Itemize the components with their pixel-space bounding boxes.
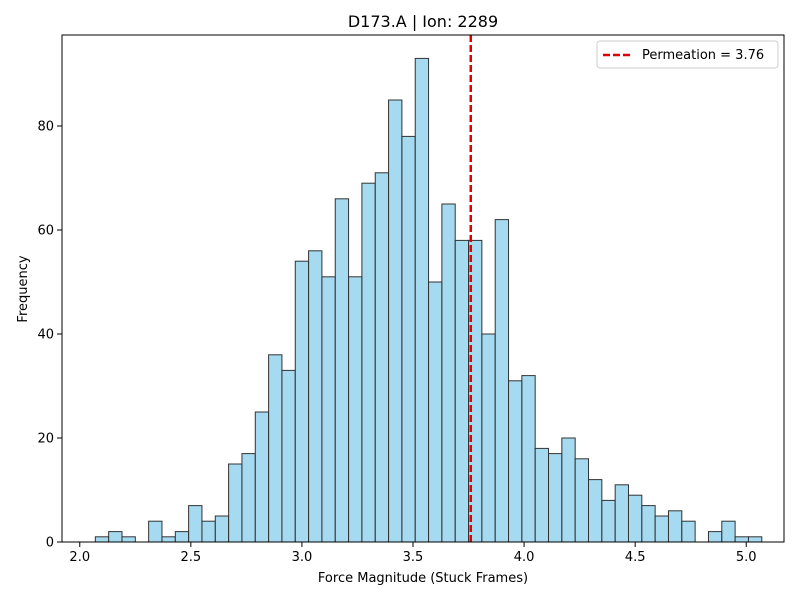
y-axis-ticks: 0 20 40 60 80 <box>37 120 62 551</box>
x-tick-label: 3.0 <box>292 550 313 565</box>
histogram-bar <box>348 276 363 543</box>
x-tick-label: 4.0 <box>514 550 535 565</box>
histogram-bar <box>747 536 763 543</box>
histogram-bar <box>494 219 510 543</box>
histogram-bar <box>734 536 749 543</box>
y-tick-label: 80 <box>37 120 54 135</box>
histogram-bar <box>388 99 403 543</box>
histogram-bar <box>627 494 643 543</box>
y-tick-label: 60 <box>37 224 54 239</box>
legend: Permeation = 3.76 <box>596 40 779 69</box>
histogram-bar <box>321 276 336 543</box>
histogram-bar <box>148 520 163 543</box>
histogram-bar <box>601 499 616 543</box>
x-axis-ticks: 2.0 2.5 3.0 3.5 4.0 4.5 5.0 <box>69 542 757 565</box>
histogram-bar <box>121 536 136 543</box>
histogram-bar <box>334 198 350 543</box>
histogram-bar <box>534 447 550 543</box>
histogram-bar <box>254 411 270 543</box>
histogram-bar <box>108 531 123 543</box>
histogram-bar <box>707 531 723 543</box>
histogram-bar <box>374 172 390 543</box>
histogram-bar <box>228 463 243 543</box>
histogram-bars <box>94 57 763 543</box>
histogram-bar <box>428 281 443 543</box>
histogram-bar <box>614 484 629 543</box>
histogram-bar <box>401 135 416 543</box>
histogram-bar <box>681 520 696 543</box>
histogram-bar <box>721 520 736 543</box>
histogram-bar <box>214 515 230 543</box>
y-tick-label: 20 <box>37 432 54 447</box>
histogram-bar <box>588 479 603 543</box>
histogram-bar <box>174 531 190 543</box>
histogram-bar <box>361 182 376 543</box>
histogram-bar <box>654 515 669 543</box>
legend-box <box>596 40 779 69</box>
histogram-bar <box>294 260 310 543</box>
histogram-bar <box>561 437 576 543</box>
histogram-bar <box>521 375 536 543</box>
histogram-bar <box>188 505 203 543</box>
histogram-bar <box>268 354 283 543</box>
x-tick-label: 4.5 <box>625 550 646 565</box>
histogram-bar <box>574 458 590 543</box>
plot-frame <box>61 34 785 543</box>
x-tick-label: 5.0 <box>736 550 757 565</box>
histogram-bar <box>667 510 683 543</box>
legend-label: Permeation = 3.76 <box>642 48 764 63</box>
histogram-bar <box>308 250 323 543</box>
histogram-bar <box>241 453 256 543</box>
histogram-bar <box>548 453 563 543</box>
chart-title: D173.A | Ion: 2289 <box>348 12 498 31</box>
histogram-bar <box>508 380 523 543</box>
histogram-bar <box>641 505 656 543</box>
x-tick-label: 2.0 <box>69 550 90 565</box>
histogram-bar <box>481 333 496 543</box>
x-axis-label: Force Magnitude (Stuck Frames) <box>318 571 528 586</box>
histogram-bar <box>201 520 216 543</box>
y-tick-label: 40 <box>37 328 54 343</box>
histogram-bar <box>454 239 470 543</box>
histogram-bar <box>441 203 456 543</box>
histogram-bar <box>94 536 110 543</box>
histogram-bar <box>281 369 296 543</box>
x-tick-label: 3.5 <box>403 550 424 565</box>
histogram-bar <box>414 57 430 543</box>
y-axis-label: Frequency <box>16 255 31 322</box>
x-tick-label: 2.5 <box>181 550 202 565</box>
histogram-bar <box>161 536 176 543</box>
y-tick-label: 0 <box>46 536 54 551</box>
